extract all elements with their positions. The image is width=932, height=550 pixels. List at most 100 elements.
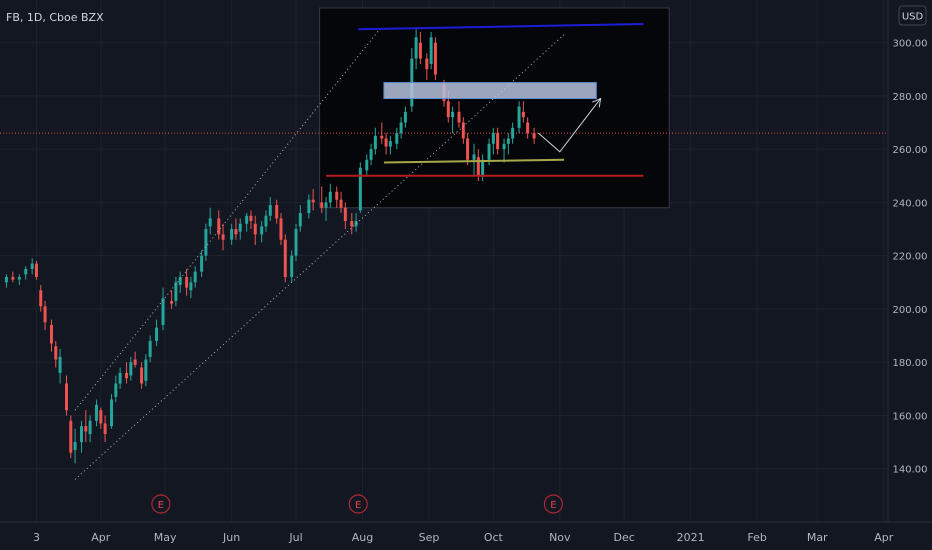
top-resistance-line: [358, 22, 644, 31]
pivot-line: [383, 158, 565, 164]
candle-body: [193, 271, 197, 283]
earnings-marker: [348, 494, 368, 514]
candle-body: [189, 282, 193, 291]
time-tick-label: Sep: [419, 531, 440, 544]
candle-body: [425, 58, 429, 70]
price-axis[interactable]: 140.00 160.00 180.00 200.00 220.00 240.00 260.…: [893, 39, 928, 476]
target-zone: [383, 82, 597, 100]
candle-body: [496, 133, 500, 150]
candle-body: [34, 263, 38, 277]
candle-body: [320, 202, 324, 208]
time-tick-label: Mar: [807, 531, 828, 544]
candle-body: [433, 42, 437, 75]
candle-body: [268, 205, 272, 216]
candle-body: [506, 138, 510, 144]
candle-body: [260, 226, 264, 235]
candle-body: [429, 37, 433, 64]
price-tick-label: 160.00: [893, 411, 928, 422]
candle-body: [155, 327, 159, 341]
candle-body: [144, 359, 148, 381]
candle-body: [245, 215, 249, 224]
candle-body: [335, 191, 339, 200]
time-tick-label: Feb: [747, 531, 766, 544]
candle-body: [526, 122, 530, 134]
currency-button[interactable]: USD: [898, 5, 927, 26]
candle-body: [125, 372, 129, 379]
price-axis-panel[interactable]: [888, 0, 932, 522]
candle-body: [11, 276, 15, 280]
symbol-label[interactable]: FB, 1D, Cboe BZX: [6, 11, 104, 24]
time-tick-label: Dec: [614, 531, 635, 544]
candle-body: [365, 159, 369, 171]
time-tick-label: Nov: [549, 531, 571, 544]
earnings-marker: [543, 494, 563, 514]
candle-body: [532, 133, 536, 139]
candle-body: [249, 215, 253, 222]
candle-body: [298, 213, 302, 227]
candle-body: [178, 276, 182, 285]
currency-button-frame: [898, 5, 927, 26]
projection-arrowhead: [592, 97, 602, 108]
candle-body: [133, 359, 137, 365]
candle-body: [343, 207, 347, 222]
price-tick-label: 240.00: [893, 198, 928, 209]
price-tick-label: 300.00: [893, 39, 928, 50]
highlight-box[interactable]: [319, 7, 670, 209]
candle-body: [110, 399, 114, 427]
candle-body: [358, 167, 362, 211]
time-tick-label: Oct: [484, 531, 504, 544]
candle-body: [350, 221, 354, 227]
candle-body: [511, 127, 515, 139]
price-tick-label: 180.00: [893, 358, 928, 369]
candle-body: [80, 426, 84, 443]
price-tick-label: 280.00: [893, 92, 928, 103]
candle-body: [290, 255, 294, 277]
candle-body: [476, 157, 480, 176]
time-tick-label: Aug: [352, 531, 373, 544]
candle-body: [43, 306, 47, 323]
candle-body: [221, 234, 225, 240]
drawings[interactable]: [74, 22, 644, 480]
candle-body: [30, 263, 34, 269]
candle-body: [466, 138, 470, 160]
time-tick-label: 2021: [677, 531, 705, 544]
candle-body: [39, 290, 43, 307]
candle-body: [129, 362, 133, 376]
candle-body: [354, 221, 358, 227]
candle-body: [84, 426, 88, 432]
candle-body: [307, 199, 311, 214]
candle-body: [64, 383, 68, 411]
time-tick-label: Jul: [288, 531, 302, 544]
candle-body: [388, 141, 392, 147]
candle-body: [95, 404, 99, 421]
currency-button-label: USD: [902, 12, 924, 23]
time-axis[interactable]: 3 Apr May Jun Jul Aug Sep Oct Nov Dec 2021 Feb Mar Ap…: [33, 531, 894, 544]
candle-body: [481, 159, 485, 176]
candle-body: [208, 218, 212, 227]
candle-body: [170, 300, 174, 304]
candle-body: [238, 223, 242, 232]
candle-body: [148, 340, 152, 357]
candle-body: [230, 229, 234, 240]
candle-body: [380, 135, 384, 139]
candle-body: [328, 191, 332, 203]
candle-body: [521, 111, 525, 118]
candle-body: [161, 298, 165, 325]
price-tick-label: 260.00: [893, 145, 928, 156]
candle-body: [73, 442, 77, 451]
candle-body: [446, 101, 450, 118]
candle-body: [49, 324, 53, 344]
candle-body: [4, 276, 8, 283]
candle-body: [472, 154, 476, 160]
time-tick-label: 3: [33, 531, 40, 544]
candle-body: [24, 268, 28, 275]
candle-body: [369, 149, 373, 160]
candle-body: [17, 276, 21, 280]
candle-body: [103, 423, 107, 435]
candle-body: [487, 143, 491, 160]
time-tick-label: Apr: [874, 531, 894, 544]
candle-body: [461, 122, 465, 139]
candle-body: [69, 420, 73, 453]
